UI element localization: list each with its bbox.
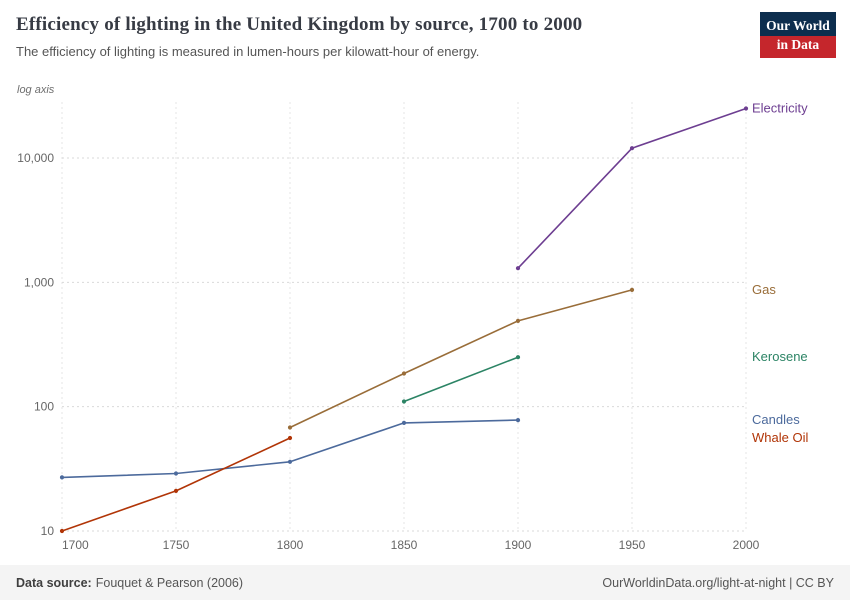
svg-text:2000: 2000 <box>733 538 760 552</box>
svg-text:Candles: Candles <box>752 412 800 427</box>
svg-text:1850: 1850 <box>391 538 418 552</box>
svg-text:1,000: 1,000 <box>24 275 54 289</box>
svg-text:1750: 1750 <box>163 538 190 552</box>
chart-area: log axis 1700 1750 1800 1850 1900 1950 2000 10 1… <box>0 80 850 564</box>
svg-text:Kerosene: Kerosene <box>752 349 808 364</box>
data-source: Data source: Fouquet & Pearson (2006) <box>16 576 243 590</box>
owid-logo-line1: Our World <box>766 18 830 33</box>
svg-text:1900: 1900 <box>505 538 532 552</box>
line-chart-canvas: 1700 1750 1800 1850 1900 1950 2000 10 100 1,000 10… <box>17 101 808 553</box>
svg-text:10: 10 <box>41 524 55 538</box>
svg-text:1700: 1700 <box>62 538 89 552</box>
svg-text:100: 100 <box>34 400 54 414</box>
owid-logo-line2: in Data <box>760 36 836 59</box>
footer-link[interactable]: OurWorldinData.org/light-at-night | CC B… <box>602 575 834 590</box>
log-axis-note: log axis <box>17 84 55 96</box>
chart-subtitle: The efficiency of lighting is measured i… <box>16 44 480 59</box>
svg-text:1950: 1950 <box>619 538 646 552</box>
data-source-label: Data source: <box>16 575 92 590</box>
svg-text:Gas: Gas <box>752 282 776 297</box>
data-source-value: Fouquet & Pearson (2006) <box>95 575 244 590</box>
chart-header: Efficiency of lighting in the United Kin… <box>0 0 850 59</box>
page-title: Efficiency of lighting in the United Kin… <box>16 14 583 35</box>
svg-text:Electricity: Electricity <box>752 101 808 116</box>
svg-text:10,000: 10,000 <box>17 151 54 165</box>
owid-logo: Our World in Data <box>760 12 836 59</box>
chart-footer: Data source: Fouquet & Pearson (2006) Our… <box>0 565 850 600</box>
svg-text:1800: 1800 <box>277 538 304 552</box>
svg-text:Whale Oil: Whale Oil <box>752 430 808 445</box>
